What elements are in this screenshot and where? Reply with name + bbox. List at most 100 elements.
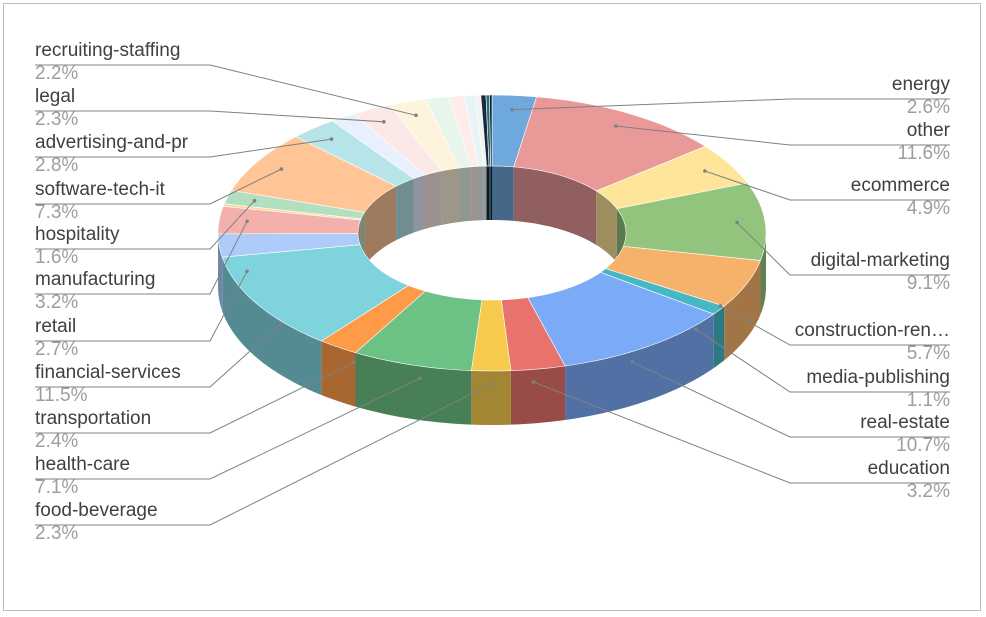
leader-dot-recruiting-staffing <box>414 113 418 118</box>
leader-dot-manufacturing <box>245 219 249 224</box>
label-legal: legal <box>35 86 75 107</box>
value-education: 3.2% <box>907 481 950 502</box>
inner-wall-slice-25 <box>486 166 490 221</box>
leader-dot-ecommerce <box>703 169 707 173</box>
value-advertising-and-pr: 2.8% <box>35 155 78 176</box>
label-energy: energy <box>892 74 951 95</box>
leader-software-tech-it <box>35 168 282 205</box>
value-ecommerce: 4.9% <box>907 198 950 219</box>
outer-wall-financial-services <box>222 257 322 395</box>
leader-construction-ren <box>720 305 950 346</box>
donut-top-faces <box>217 94 767 372</box>
leader-retail <box>35 271 248 342</box>
label-manufacturing: manufacturing <box>35 269 155 290</box>
leader-dot-legal <box>382 120 386 124</box>
inner-wall-slice-18 <box>413 175 425 233</box>
label-food-beverage: food-beverage <box>35 500 158 521</box>
value-other: 11.6% <box>898 143 951 164</box>
label-software-tech-it: software-tech-it <box>35 179 166 200</box>
label-advertising-and-pr: advertising-and-pr <box>35 132 189 153</box>
leader-food-beverage <box>35 383 492 526</box>
label-other: other <box>907 120 951 141</box>
leader-hospitality <box>35 200 255 250</box>
leader-ecommerce <box>704 170 950 201</box>
label-construction-ren: construction-ren… <box>795 320 950 341</box>
leader-dot-health-care <box>417 376 422 381</box>
leader-transportation <box>35 361 354 434</box>
label-health-care: health-care <box>35 454 130 475</box>
inner-wall-advertising-and-pr <box>396 178 414 241</box>
leader-financial-services <box>35 323 282 388</box>
value-construction-ren: 5.7% <box>907 343 950 364</box>
leader-dot-media-publishing <box>694 327 698 332</box>
leader-legal <box>35 110 384 123</box>
leader-other <box>615 125 950 146</box>
leader-advertising-and-pr <box>35 138 332 158</box>
value-real-estate: 10.7% <box>896 435 950 456</box>
leader-media-publishing <box>695 328 950 393</box>
inner-wall-energy <box>492 166 514 221</box>
leader-dot-other <box>614 124 618 128</box>
value-retail: 2.7% <box>35 339 78 360</box>
leader-dot-financial-services <box>278 321 283 326</box>
outer-wall-retail <box>218 233 223 312</box>
label-transportation: transportation <box>35 408 151 429</box>
label-financial-services: financial-services <box>35 362 181 383</box>
inner-wall-slice-26 <box>489 166 491 221</box>
inner-wall-slice-27 <box>490 166 492 220</box>
leader-energy <box>512 98 950 111</box>
label-real-estate: real-estate <box>860 412 950 433</box>
leader-dot-real-estate <box>630 359 634 364</box>
leader-dot-transportation <box>351 360 356 365</box>
leader-health-care <box>35 377 420 480</box>
leader-manufacturing <box>35 221 248 295</box>
leader-dot-education <box>531 380 536 384</box>
label-ecommerce: ecommerce <box>851 175 950 196</box>
leader-education <box>533 381 950 484</box>
leader-digital-marketing <box>736 222 950 276</box>
outer-wall-media-publishing <box>713 306 725 369</box>
value-transportation: 2.4% <box>35 431 78 452</box>
inner-wall-slice-22 <box>471 166 479 221</box>
inner-wall-other <box>513 166 597 245</box>
outer-wall-digital-marketing <box>760 233 766 315</box>
outer-wall-transportation <box>321 340 356 407</box>
donut-side-walls <box>218 166 766 425</box>
value-financial-services: 11.5% <box>35 385 88 406</box>
leader-dot-food-beverage <box>489 382 494 386</box>
slice-27 <box>489 94 493 167</box>
label-retail: retail <box>35 316 76 337</box>
leader-dot-energy <box>510 107 514 112</box>
outer-wall-food-beverage <box>471 370 511 425</box>
value-manufacturing: 3.2% <box>35 292 78 313</box>
inner-wall-slice-21 <box>459 166 472 222</box>
outer-wall-education <box>510 365 566 425</box>
inner-wall-software-tech-it <box>364 186 397 267</box>
inner-wall-legal <box>424 170 442 230</box>
inner-wall-slice-24 <box>483 166 487 221</box>
value-media-publishing: 1.1% <box>907 390 950 411</box>
leader-dot-advertising-and-pr <box>329 137 334 141</box>
value-energy: 2.6% <box>907 97 950 118</box>
value-digital-marketing: 9.1% <box>907 273 950 294</box>
leader-dot-software-tech-it <box>279 167 284 171</box>
leader-dot-retail <box>245 269 249 274</box>
leader-dot-digital-marketing <box>735 220 739 225</box>
leader-lines <box>35 64 950 526</box>
value-software-tech-it: 7.3% <box>35 202 78 223</box>
label-digital-marketing: digital-marketing <box>811 250 950 271</box>
outer-wall-construction-ren <box>724 260 761 361</box>
value-health-care: 7.1% <box>35 477 78 498</box>
leader-real-estate <box>631 361 950 438</box>
inner-wall-slice-23 <box>478 166 484 221</box>
inner-wall-ecommerce <box>596 190 617 263</box>
value-legal: 2.3% <box>35 109 78 130</box>
leader-dot-construction-ren <box>718 304 723 308</box>
outer-wall-real-estate <box>565 314 714 420</box>
label-hospitality: hospitality <box>35 224 120 245</box>
leader-dot-hospitality <box>252 198 257 203</box>
inner-wall-recruiting-staffing <box>441 168 460 225</box>
label-recruiting-staffing: recruiting-staffing <box>35 40 180 61</box>
